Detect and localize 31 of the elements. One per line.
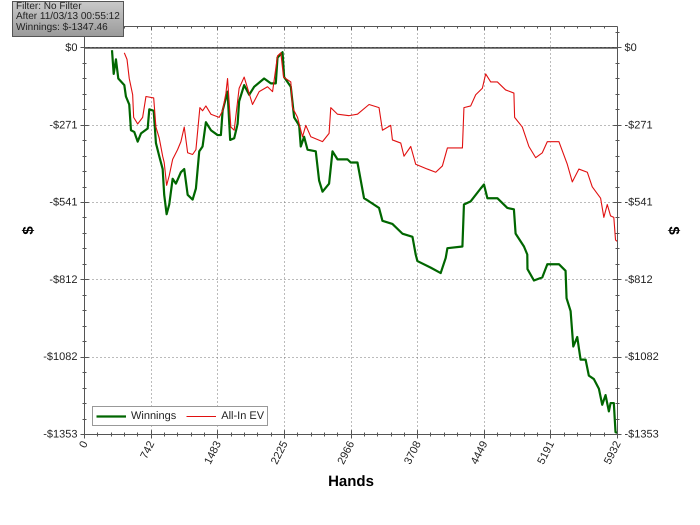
y2-tick-label: -$271 [624,119,653,132]
x-tick-label: 742 [138,439,158,462]
x-tick-label: 2225 [268,439,291,466]
y2-axis-title: $ [664,226,682,236]
x-tick-label: 4449 [468,439,490,466]
y2-tick-label: -$812 [624,274,653,286]
y-axis-title: $ [20,226,38,235]
text: Filter: No Filter [16,1,83,12]
y2-tick-label: -$1082 [624,351,659,364]
x-tick-label: 3708 [402,439,424,466]
legend-label: All-In EV [221,410,264,422]
x-tick-label: 5191 [535,439,558,466]
line-series [110,49,618,434]
x-axis-title: Hands [328,472,374,490]
annotation: Winnings: $-1347.46 [16,22,109,33]
line-series [124,52,618,242]
legend-label: Winnings [131,410,176,422]
y-tick-label: $0 [65,42,78,54]
y2-tick-label: -$541 [624,196,653,208]
text: After 11/03/13 00:55:12 [16,11,120,22]
x-tick-label: 2966 [335,439,358,466]
y2-tick-label: -$1353 [624,428,659,440]
y-tick-label: -$541 [49,196,78,208]
y-tick-label: -$271 [49,119,78,132]
x-tick-label: 0 [77,439,91,450]
y-tick-label: -$1353 [43,428,78,440]
x-tick-label: 1483 [202,439,224,466]
y2-tick-label: $0 [624,42,637,54]
x-tick-label: 5932 [602,439,624,466]
y-tick-label: -$1082 [43,351,78,364]
y-tick-label: -$812 [49,274,78,286]
